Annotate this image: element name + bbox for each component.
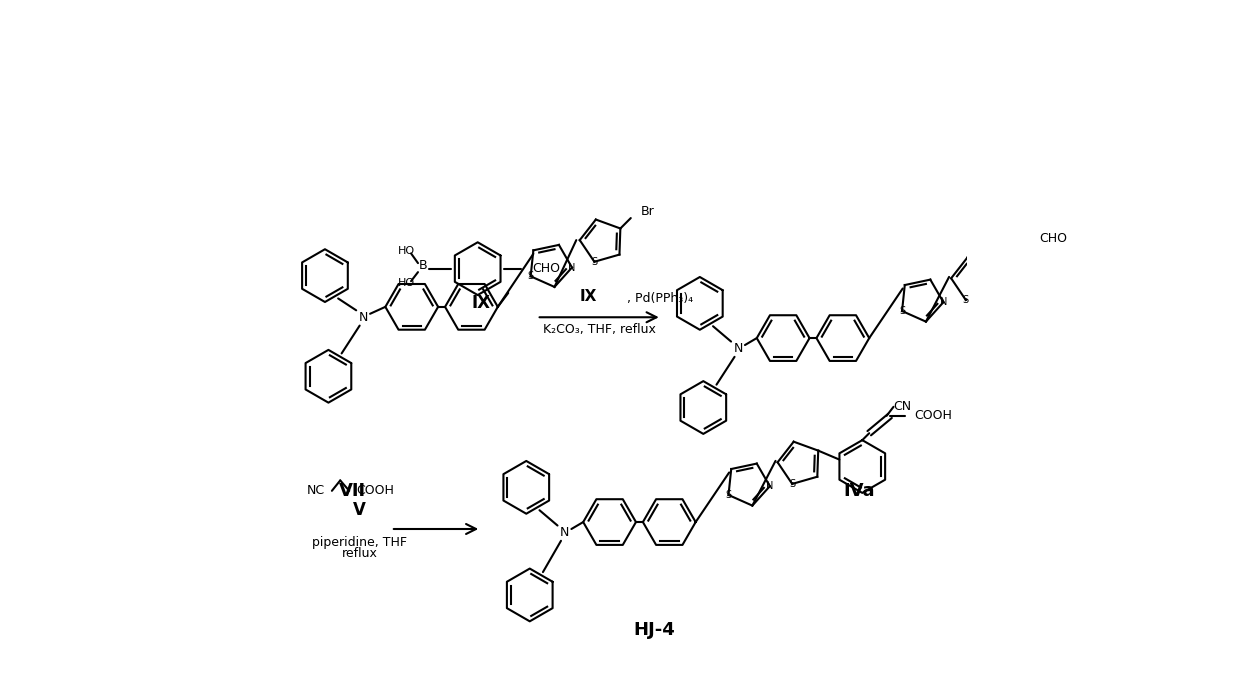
Text: N: N xyxy=(733,342,743,355)
Text: CHO: CHO xyxy=(1039,232,1068,245)
Text: N: N xyxy=(559,526,569,539)
Text: CN: CN xyxy=(894,400,911,413)
Text: B: B xyxy=(419,259,428,272)
Text: S: S xyxy=(725,490,732,500)
Text: VII: VII xyxy=(340,482,366,500)
Text: HO: HO xyxy=(398,246,414,256)
Text: N: N xyxy=(766,481,774,491)
Text: S: S xyxy=(789,479,795,489)
Text: , Pd(PPh₃)₄: , Pd(PPh₃)₄ xyxy=(627,292,693,305)
Text: S: S xyxy=(591,256,598,267)
Text: IVa: IVa xyxy=(843,482,875,500)
Text: piperidine, THF: piperidine, THF xyxy=(312,537,407,549)
Text: N: N xyxy=(940,297,947,307)
Text: N: N xyxy=(358,311,368,324)
Text: NC: NC xyxy=(306,484,325,498)
Text: COOH: COOH xyxy=(914,409,952,422)
Text: S: S xyxy=(527,271,533,282)
Text: S: S xyxy=(899,306,905,316)
Text: HO: HO xyxy=(398,277,414,288)
Text: IX: IX xyxy=(580,289,598,304)
Text: CHO: CHO xyxy=(532,262,559,275)
Text: K₂CO₃, THF, reflux: K₂CO₃, THF, reflux xyxy=(543,323,656,335)
Text: V: V xyxy=(353,500,366,519)
Text: N: N xyxy=(568,263,575,273)
Text: HJ-4: HJ-4 xyxy=(634,620,676,638)
Text: S: S xyxy=(962,295,968,305)
Text: reflux: reflux xyxy=(342,546,378,560)
Text: Br: Br xyxy=(641,205,655,217)
Text: IX: IX xyxy=(471,294,491,312)
Text: COOH: COOH xyxy=(356,484,394,498)
